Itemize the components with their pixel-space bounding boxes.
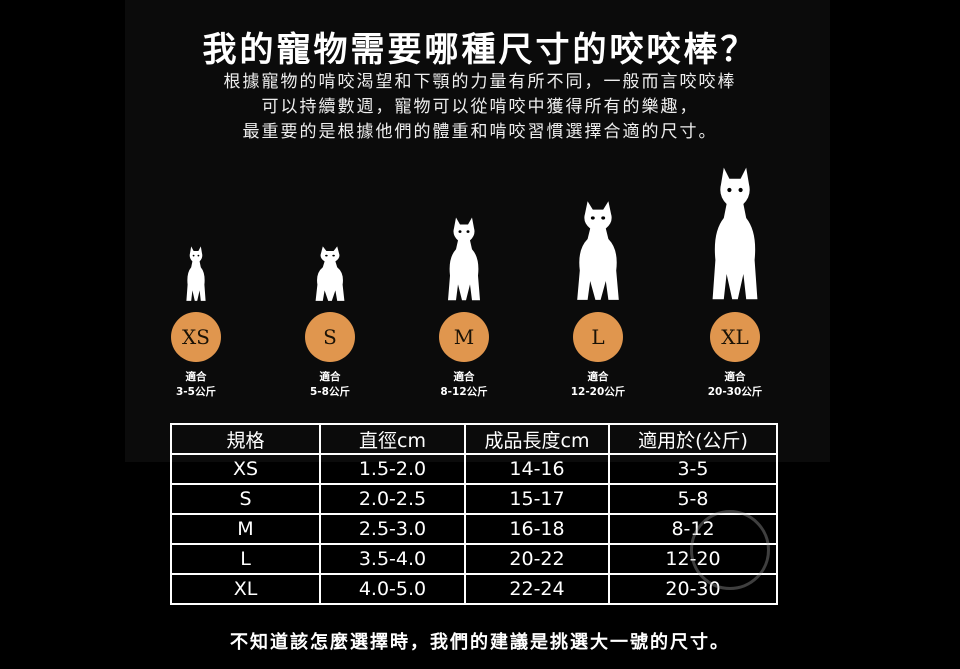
column-header: 成品長度cm: [464, 423, 610, 455]
column-header: 規格: [170, 423, 321, 455]
table-cell: 20-22: [464, 543, 610, 575]
size-weight-label: 適合 12-20公斤: [548, 370, 648, 400]
table-cell: L: [170, 543, 321, 575]
table-cell: 22-24: [464, 573, 610, 605]
size-weight-label: 適合 3-5公斤: [146, 370, 246, 400]
intro-line: 可以持續數週，寵物可以從啃咬中獲得所有的樂趣，: [261, 97, 699, 117]
table-cell: 14-16: [464, 453, 610, 485]
table-cell: M: [170, 513, 321, 545]
size-badge-xl: XL: [710, 312, 760, 362]
intro-line: 最重要的是根據他們的體重和啃咬習慣選擇合適的尺寸。: [242, 122, 718, 142]
table-cell: XL: [170, 573, 321, 605]
weight-text: 20-30公斤: [707, 386, 763, 398]
fit-text: 適合: [587, 371, 609, 383]
size-badge-s: S: [305, 312, 355, 362]
table-row: L 3.5-4.0 20-22 12-20: [170, 543, 778, 575]
weight-text: 5-8公斤: [310, 386, 350, 398]
size-weight-label: 適合 20-30公斤: [685, 370, 785, 400]
table-cell: 20-30: [608, 573, 778, 605]
weight-text: 12-20公斤: [570, 386, 626, 398]
size-badge-xs: XS: [171, 312, 221, 362]
table-cell: 16-18: [464, 513, 610, 545]
table-cell: 1.5-2.0: [319, 453, 466, 485]
table-cell: 15-17: [464, 483, 610, 515]
table-cell: 5-8: [608, 483, 778, 515]
watermark-logo: [690, 510, 770, 590]
intro-line: 根據寵物的啃咬渴望和下顎的力量有所不同，一般而言咬咬棒: [223, 72, 737, 92]
table-cell: 2.5-3.0: [319, 513, 466, 545]
table-cell: S: [170, 483, 321, 515]
size-weight-label: 適合 5-8公斤: [280, 370, 380, 400]
fit-text: 適合: [319, 371, 341, 383]
fit-text: 適合: [724, 371, 746, 383]
table-cell: 3-5: [608, 453, 778, 485]
page-title: 我的寵物需要哪種尺寸的咬咬棒？: [202, 30, 758, 70]
table-row: M 2.5-3.0 16-18 8-12: [170, 513, 778, 545]
table-row: XL 4.0-5.0 22-24 20-30: [170, 573, 778, 605]
golden-retriever-icon: [448, 217, 480, 301]
great-dane-icon: [712, 167, 758, 300]
fit-text: 適合: [185, 371, 207, 383]
fit-text: 適合: [453, 371, 475, 383]
footer-note: 不知道該怎麼選擇時，我們的建議是挑選大一號的尺寸。: [230, 632, 730, 653]
french-bulldog-icon: [315, 246, 345, 301]
table-row: XS 1.5-2.0 14-16 3-5: [170, 453, 778, 485]
table-row: S 2.0-2.5 15-17 5-8: [170, 483, 778, 515]
labrador-icon: [577, 201, 619, 300]
size-weight-label: 適合 8-12公斤: [414, 370, 514, 400]
table-cell: 4.0-5.0: [319, 573, 466, 605]
table-cell: 2.0-2.5: [319, 483, 466, 515]
content-panel: [125, 0, 830, 462]
intro-text: 根據寵物的啃咬渴望和下顎的力量有所不同，一般而言咬咬棒 可以持續數週，寵物可以從…: [0, 70, 960, 145]
size-table: 規格 直徑cm 成品長度cm 適用於(公斤) XS 1.5-2.0 14-16 3-5 S 2.…: [170, 423, 778, 605]
weight-text: 3-5公斤: [176, 386, 216, 398]
yorkie-dog-icon: [186, 246, 206, 301]
size-badge-l: L: [573, 312, 623, 362]
table-cell: 3.5-4.0: [319, 543, 466, 575]
table-cell: XS: [170, 453, 321, 485]
column-header: 適用於(公斤): [608, 423, 778, 455]
weight-text: 8-12公斤: [440, 386, 488, 398]
size-badge-m: M: [439, 312, 489, 362]
column-header: 直徑cm: [319, 423, 466, 455]
